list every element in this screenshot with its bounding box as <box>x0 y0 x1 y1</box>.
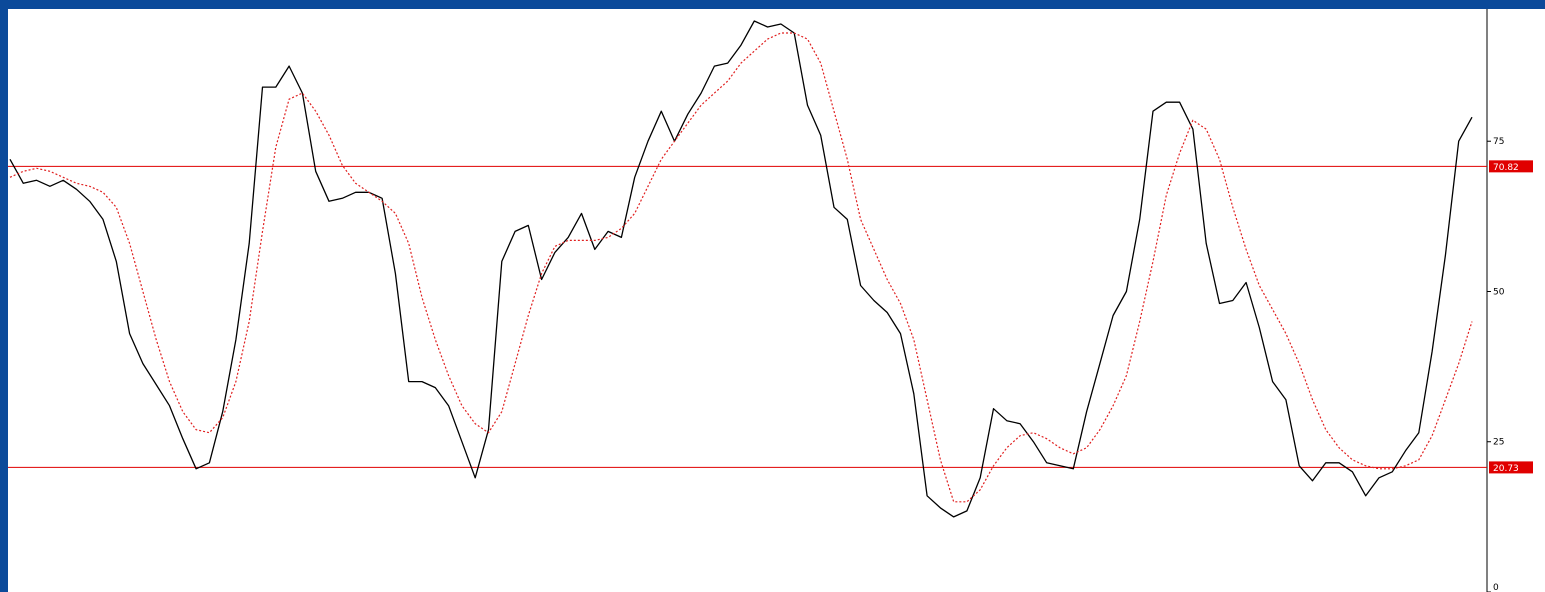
level-label: 20.73 <box>1493 464 1519 474</box>
y-tick-label: 25 <box>1493 438 1504 448</box>
main-line-series <box>9 20 1473 518</box>
y-axis-ticks: 75 50 25 0 <box>1487 137 1505 592</box>
y-tick-label: 0 <box>1493 583 1499 592</box>
y-tick-label: 75 <box>1493 137 1504 147</box>
level-labels: 70.82 20.73 <box>1489 160 1533 474</box>
level-lines <box>8 165 1487 468</box>
level-label-bg <box>1489 160 1533 173</box>
signal-line-series <box>9 32 1473 503</box>
y-tick-label: 50 <box>1493 287 1505 297</box>
plot-area: 75 50 25 0 70.82 20.73 <box>8 9 1545 592</box>
oscillator-chart: 75 50 25 0 70.82 20.73 <box>8 9 1533 592</box>
series-lines <box>9 20 1473 518</box>
level-label-bg <box>1489 461 1533 474</box>
level-label: 70.82 <box>1493 163 1519 173</box>
